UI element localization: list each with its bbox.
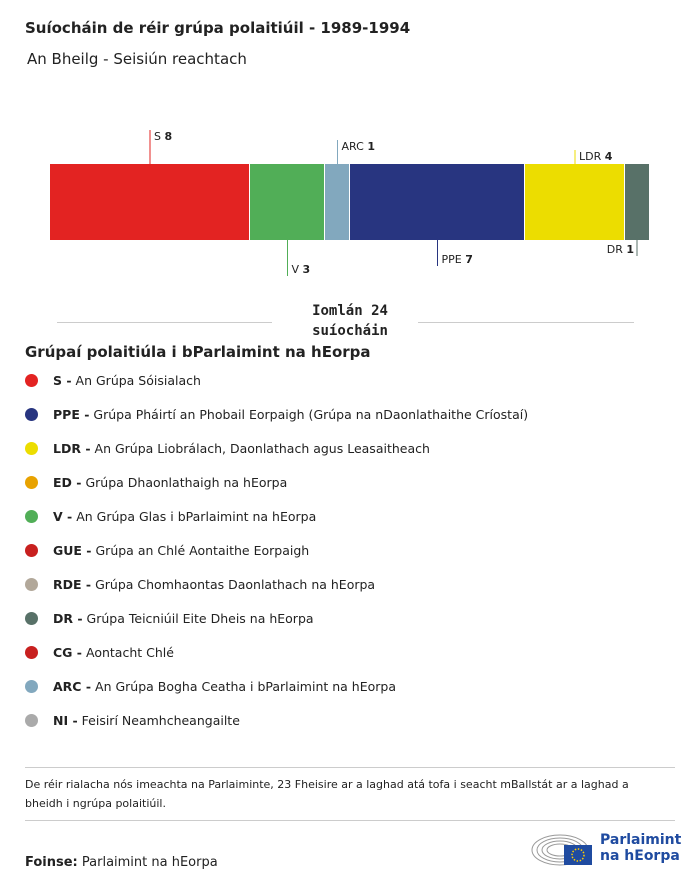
eu-flag-icon <box>564 845 592 865</box>
legend-item: CG - Aontacht Chlé <box>25 645 174 660</box>
source: Foinse: Parlaimint na hEorpa <box>25 855 218 870</box>
bar-ARC <box>325 164 349 240</box>
legend-color-dot <box>25 646 38 659</box>
legend-color-dot <box>25 612 38 625</box>
divider <box>25 767 675 768</box>
legend-name: Aontacht Chlé <box>85 645 174 660</box>
ep-logo: Parlaimint na hEorpa <box>530 830 681 866</box>
legend-code: V - <box>53 509 73 524</box>
legend-color-dot <box>25 408 38 421</box>
legend-color-dot <box>25 476 38 489</box>
data-label-DR: DR 1 <box>607 243 634 256</box>
legend-code: LDR - <box>53 441 91 456</box>
legend-name: Grúpa Chomhaontas Daonlathach na hEorpa <box>95 577 376 592</box>
source-label: Foinse: <box>25 855 78 870</box>
legend-code: RDE - <box>53 577 92 592</box>
data-label-S: S 8 <box>154 130 172 143</box>
chart-title: Suíocháin de réir grúpa polaitiúil - 198… <box>25 19 411 37</box>
legend-code: CG - <box>53 645 82 660</box>
legend-color-dot <box>25 578 38 591</box>
legend-item: DR - Grúpa Teicniúil Eite Dheis na hEorpa <box>25 611 314 626</box>
legend-name: Grúpa Pháirtí an Phobail Eorpaigh (Grúpa… <box>93 407 529 422</box>
footnote: De réir rialacha nós imeachta na Parlaim… <box>25 778 629 810</box>
legend-item: RDE - Grúpa Chomhaontas Daonlathach na hE… <box>25 577 375 592</box>
legend-name: An Grúpa Glas i bParlaimint na hEorpa <box>76 509 317 524</box>
bar-S <box>50 164 249 240</box>
legend-item: NI - Feisirí Neamhcheangailte <box>25 713 240 728</box>
legend-color-dot <box>25 374 38 387</box>
legend-item: GUE - Grúpa an Chlé Aontaithe Eorpaigh <box>25 543 309 558</box>
legend-color-dot <box>25 510 38 523</box>
total-seats-label: Iomlán 24 suíocháin <box>312 303 388 339</box>
legend-code: PPE - <box>53 407 90 422</box>
legend-code: S - <box>53 373 72 388</box>
legend-code: NI - <box>53 713 78 728</box>
legend-item: V - An Grúpa Glas i bParlaimint na hEorpa <box>25 509 316 524</box>
legend-item: LDR - An Grúpa Liobrálach, Daonlathach ag… <box>25 441 430 456</box>
data-label-LDR: LDR 4 <box>579 150 613 163</box>
bar-V <box>250 164 324 240</box>
legend-code: DR - <box>53 611 83 626</box>
legend-color-dot <box>25 680 38 693</box>
legend-color-dot <box>25 544 38 557</box>
legend-item: ARC - An Grúpa Bogha Ceatha i bParlaimint… <box>25 679 396 694</box>
legend-code: ED - <box>53 475 82 490</box>
legend-name: An Grúpa Bogha Ceatha i bParlaimint na h… <box>95 679 396 694</box>
seat-bar-chart: S 8 V 3 ARC 1 PPE 7 LDR 4 DR 1 <box>50 130 649 276</box>
legend-name: Grúpa Teicniúil Eite Dheis na hEorpa <box>86 611 314 626</box>
divider <box>57 322 272 323</box>
legend-item: PPE - Grúpa Pháirtí an Phobail Eorpaigh (… <box>25 407 528 422</box>
data-label-ARC: ARC 1 <box>342 140 375 153</box>
legend-item: ED - Grúpa Dhaonlathaigh na hEorpa <box>25 475 287 490</box>
chart-subtitle: An Bheilg - Seisiún reachtach <box>27 50 247 68</box>
legend-code: GUE - <box>53 543 92 558</box>
divider <box>418 322 634 323</box>
legend-color-dot <box>25 442 38 455</box>
legend-name: Grúpa Dhaonlathaigh na hEorpa <box>85 475 288 490</box>
data-label-V: V 3 <box>292 263 311 276</box>
legend-item: S - An Grúpa Sóisialach <box>25 373 201 388</box>
data-label-PPE: PPE 7 <box>442 253 473 266</box>
bar-DR <box>625 164 649 240</box>
bar-PPE <box>350 164 524 240</box>
source-value: Parlaimint na hEorpa <box>81 855 218 870</box>
legend-color-dot <box>25 714 38 727</box>
legend-name: An Grúpa Liobrálach, Daonlathach agus Le… <box>94 441 430 456</box>
legend-title: Grúpaí polaitiúla i bParlaimint na hEorp… <box>25 343 371 361</box>
bar-LDR <box>525 164 624 240</box>
legend-name: Grúpa an Chlé Aontaithe Eorpaigh <box>95 543 310 558</box>
legend-code: ARC - <box>53 679 92 694</box>
parliament-hemicycle-icon <box>531 834 592 866</box>
legend-name: An Grúpa Sóisialach <box>75 373 201 388</box>
divider <box>25 820 675 821</box>
logo-text: Parlaimint na hEorpa <box>600 832 682 864</box>
legend-name: Feisirí Neamhcheangailte <box>81 713 240 728</box>
